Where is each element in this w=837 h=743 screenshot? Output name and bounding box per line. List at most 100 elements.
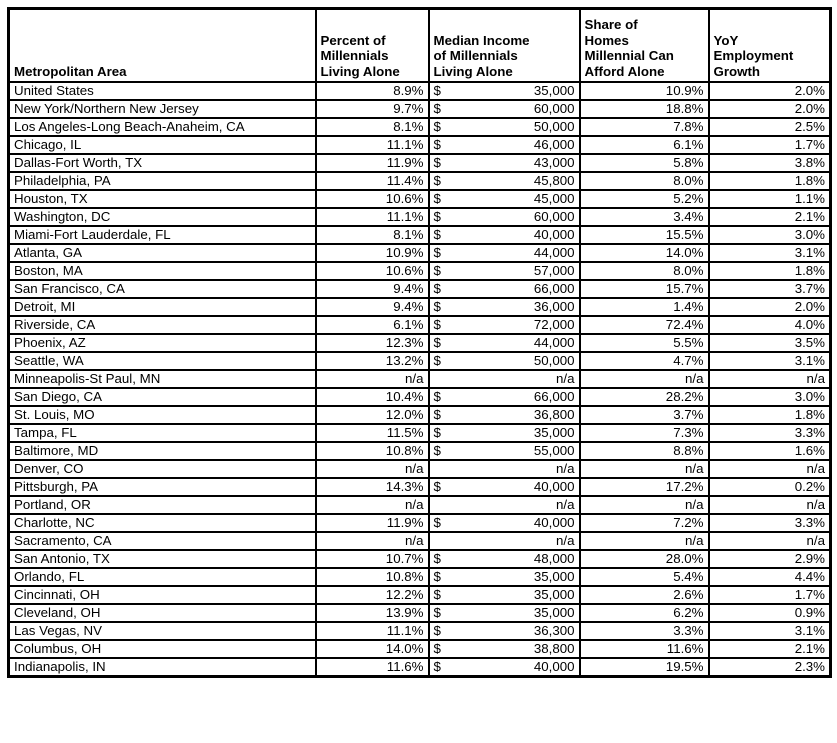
header-yoy-growth: YoY Employment Growth [707, 7, 832, 83]
cell-metro-area: Indianapolis, IN [7, 656, 317, 677]
cell-percent-living-alone: 8.9% [314, 80, 430, 101]
cell-share-afford: n/a [578, 458, 710, 479]
cell-share-afford: 7.3% [578, 422, 710, 443]
cell-median-income: $55,000 [427, 440, 581, 461]
header-share-afford: Share of Homes Millennial Can Afford Alo… [578, 7, 710, 83]
income-value: n/a [556, 370, 575, 386]
income-value: 35,000 [533, 424, 575, 440]
income-value: 50,000 [533, 118, 575, 134]
cell-metro-area: Las Vegas, NV [7, 620, 317, 641]
cell-metro-area: Houston, TX [7, 188, 317, 209]
cell-metro-area: Chicago, IL [7, 134, 317, 155]
cell-share-afford: 10.9% [578, 80, 710, 101]
table-row: Portland, OR n/a n/a n/a n/a [7, 494, 832, 515]
cell-yoy-growth: 3.0% [707, 386, 832, 407]
cell-yoy-growth: 1.8% [707, 404, 832, 425]
cell-median-income: $44,000 [427, 242, 581, 263]
table-row: Miami-Fort Lauderdale, FL 8.1% $40,000 1… [7, 224, 832, 245]
cell-yoy-growth: 3.8% [707, 152, 832, 173]
cell-yoy-growth: 3.0% [707, 224, 832, 245]
header-median-income: Median Income of Millennials Living Alon… [427, 7, 581, 83]
cell-yoy-growth: 0.9% [707, 602, 832, 623]
cell-percent-living-alone: 8.1% [314, 224, 430, 245]
income-value: 44,000 [533, 334, 575, 350]
cell-percent-living-alone: 14.0% [314, 638, 430, 659]
cell-yoy-growth: 1.8% [707, 260, 832, 281]
cell-share-afford: 11.6% [578, 638, 710, 659]
table-row: Indianapolis, IN 11.6% $40,000 19.5% 2.3… [7, 656, 832, 677]
cell-share-afford: 5.2% [578, 188, 710, 209]
table-row: Houston, TX 10.6% $45,000 5.2% 1.1% [7, 188, 832, 209]
cell-metro-area: Columbus, OH [7, 638, 317, 659]
table-row: Sacramento, CA n/a n/a n/a n/a [7, 530, 832, 551]
currency-symbol: $ [433, 658, 441, 674]
currency-symbol: $ [433, 82, 441, 98]
currency-symbol: $ [433, 100, 441, 116]
income-value: 40,000 [533, 478, 575, 494]
cell-percent-living-alone: 13.2% [314, 350, 430, 371]
income-value: 44,000 [533, 244, 575, 260]
cell-metro-area: Seattle, WA [7, 350, 317, 371]
cell-yoy-growth: 3.5% [707, 332, 832, 353]
currency-symbol: $ [433, 568, 441, 584]
income-value: 50,000 [533, 352, 575, 368]
cell-metro-area: Minneapolis-St Paul, MN [7, 368, 317, 389]
income-value: 72,000 [533, 316, 575, 332]
cell-share-afford: 28.2% [578, 386, 710, 407]
cell-percent-living-alone: 10.6% [314, 188, 430, 209]
cell-percent-living-alone: 11.5% [314, 422, 430, 443]
cell-metro-area: Boston, MA [7, 260, 317, 281]
cell-share-afford: 19.5% [578, 656, 710, 677]
currency-symbol: $ [433, 388, 441, 404]
cell-metro-area: Charlotte, NC [7, 512, 317, 533]
cell-share-afford: 6.1% [578, 134, 710, 155]
cell-yoy-growth: 2.1% [707, 206, 832, 227]
cell-share-afford: 28.0% [578, 548, 710, 569]
table-row: St. Louis, MO 12.0% $36,800 3.7% 1.8% [7, 404, 832, 425]
cell-median-income: $50,000 [427, 350, 581, 371]
cell-percent-living-alone: 10.6% [314, 260, 430, 281]
cell-yoy-growth: 1.6% [707, 440, 832, 461]
cell-yoy-growth: 3.1% [707, 350, 832, 371]
table-row: Cincinnati, OH 12.2% $35,000 2.6% 1.7% [7, 584, 832, 605]
cell-median-income: $45,800 [427, 170, 581, 191]
table-row: Baltimore, MD 10.8% $55,000 8.8% 1.6% [7, 440, 832, 461]
cell-median-income: $35,000 [427, 584, 581, 605]
cell-share-afford: 4.7% [578, 350, 710, 371]
cell-percent-living-alone: 11.1% [314, 620, 430, 641]
table-row: Philadelphia, PA 11.4% $45,800 8.0% 1.8% [7, 170, 832, 191]
currency-symbol: $ [433, 298, 441, 314]
cell-median-income: $40,000 [427, 476, 581, 497]
cell-share-afford: 7.2% [578, 512, 710, 533]
cell-percent-living-alone: 10.8% [314, 440, 430, 461]
cell-metro-area: Miami-Fort Lauderdale, FL [7, 224, 317, 245]
cell-yoy-growth: 3.1% [707, 620, 832, 641]
currency-symbol: $ [433, 640, 441, 656]
cell-median-income: $66,000 [427, 278, 581, 299]
cell-share-afford: 6.2% [578, 602, 710, 623]
cell-percent-living-alone: 13.9% [314, 602, 430, 623]
income-value: 55,000 [533, 442, 575, 458]
currency-symbol: $ [433, 316, 441, 332]
cell-yoy-growth: 2.9% [707, 548, 832, 569]
cell-metro-area: Denver, CO [7, 458, 317, 479]
cell-share-afford: 8.8% [578, 440, 710, 461]
cell-yoy-growth: 4.4% [707, 566, 832, 587]
cell-metro-area: Atlanta, GA [7, 242, 317, 263]
cell-median-income: $40,000 [427, 512, 581, 533]
table-row: Los Angeles-Long Beach-Anaheim, CA 8.1% … [7, 116, 832, 137]
income-value: 43,000 [533, 154, 575, 170]
currency-symbol: $ [433, 478, 441, 494]
cell-metro-area: Cleveland, OH [7, 602, 317, 623]
currency-symbol: $ [433, 172, 441, 188]
table-row: Cleveland, OH 13.9% $35,000 6.2% 0.9% [7, 602, 832, 623]
income-value: n/a [556, 460, 575, 476]
cell-share-afford: 8.0% [578, 170, 710, 191]
cell-yoy-growth: 3.3% [707, 422, 832, 443]
cell-share-afford: 3.3% [578, 620, 710, 641]
cell-yoy-growth: 3.3% [707, 512, 832, 533]
income-value: 40,000 [533, 658, 575, 674]
cell-share-afford: 15.5% [578, 224, 710, 245]
cell-metro-area: Baltimore, MD [7, 440, 317, 461]
cell-percent-living-alone: 8.1% [314, 116, 430, 137]
